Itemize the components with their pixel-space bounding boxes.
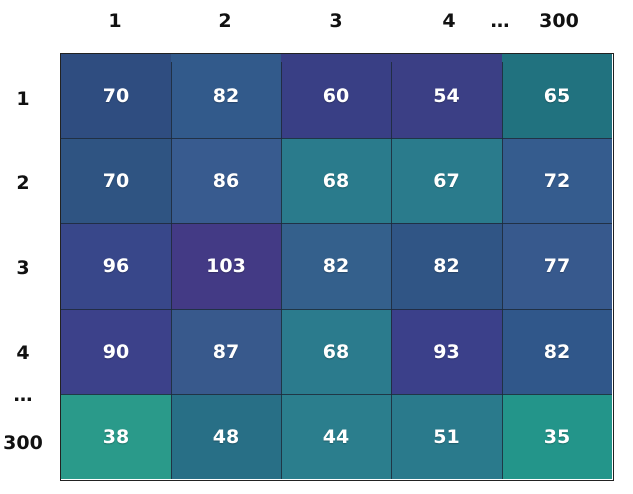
grid-cell: 86 xyxy=(171,138,281,223)
grid-divider-horizontal xyxy=(61,223,612,224)
grid-divider-horizontal xyxy=(61,138,612,139)
grid-cell: 35 xyxy=(502,394,612,479)
grid-cell: 68 xyxy=(281,138,391,223)
grid-cell: 70 xyxy=(61,54,171,138)
grid-cell: 77 xyxy=(502,223,612,309)
grid-cell: 93 xyxy=(391,309,502,394)
grid-cell: 48 xyxy=(171,394,281,479)
grid-cell: 96 xyxy=(61,223,171,309)
grid-divider-vertical xyxy=(281,62,282,479)
grid-cell: 72 xyxy=(502,138,612,223)
grid-divider-vertical xyxy=(171,62,172,479)
row-label-ellipsis: … xyxy=(13,384,33,406)
column-label-300: 300 xyxy=(539,10,579,32)
grid-cell: 90 xyxy=(61,309,171,394)
row-label-300: 300 xyxy=(3,432,43,454)
column-label-2: 2 xyxy=(218,10,232,32)
grid-cell: 82 xyxy=(171,54,281,138)
grid-cell: 60 xyxy=(281,54,391,138)
grid-cell: 44 xyxy=(281,394,391,479)
row-label-4: 4 xyxy=(16,342,30,364)
column-label-ellipsis: … xyxy=(490,10,510,32)
grid-cell: 65 xyxy=(502,54,612,138)
grid-cell: 87 xyxy=(171,309,281,394)
grid-cell: 54 xyxy=(391,54,502,138)
row-label-2: 2 xyxy=(16,172,30,194)
grid-cell: 68 xyxy=(281,309,391,394)
grid-divider-vertical xyxy=(502,62,503,479)
grid-cell: 82 xyxy=(391,223,502,309)
row-label-1: 1 xyxy=(16,88,30,110)
grid-cell: 67 xyxy=(391,138,502,223)
column-label-3: 3 xyxy=(329,10,343,32)
column-label-4: 4 xyxy=(442,10,456,32)
grid-cell: 38 xyxy=(61,394,171,479)
grid-divider-vertical xyxy=(391,62,392,479)
grid-divider-horizontal xyxy=(61,394,612,395)
row-label-3: 3 xyxy=(16,257,30,279)
grid-divider-horizontal xyxy=(61,309,612,310)
value-grid: 70 82 60 54 65 70 86 68 67 72 96 103 82 82 77 90 87 68 93 8… xyxy=(60,53,614,481)
grid-cell: 70 xyxy=(61,138,171,223)
column-label-1: 1 xyxy=(108,10,122,32)
grid-cell: 103 xyxy=(171,223,281,309)
grid-cell: 51 xyxy=(391,394,502,479)
grid-cell: 82 xyxy=(281,223,391,309)
grid-cell: 82 xyxy=(502,309,612,394)
